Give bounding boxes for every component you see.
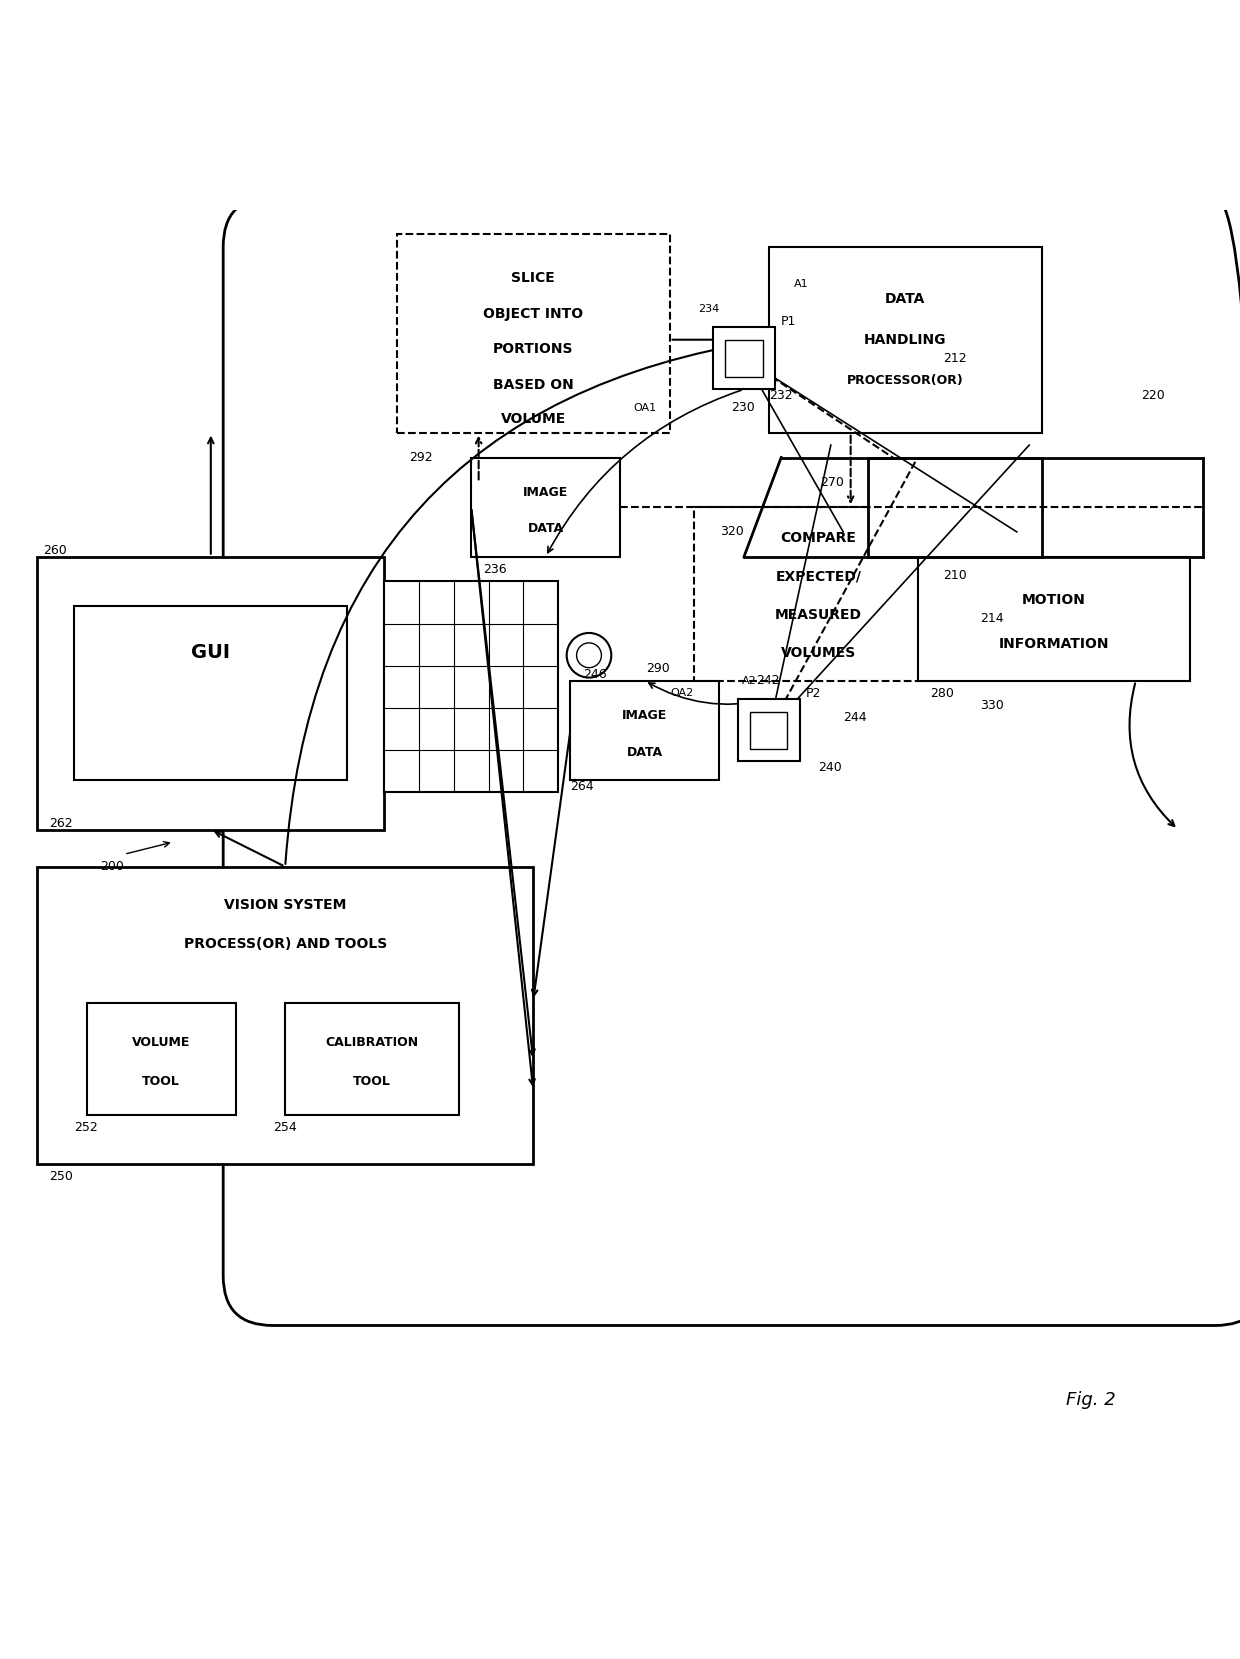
- Text: 240: 240: [818, 761, 842, 775]
- Text: 290: 290: [646, 662, 670, 675]
- Text: 242: 242: [756, 674, 780, 687]
- Text: 292: 292: [409, 451, 433, 465]
- Text: 244: 244: [843, 712, 867, 725]
- Text: 234: 234: [698, 304, 719, 314]
- Text: 260: 260: [43, 544, 67, 557]
- Text: DATA: DATA: [527, 523, 564, 536]
- Text: A2: A2: [742, 675, 756, 685]
- FancyBboxPatch shape: [384, 582, 558, 793]
- Text: PROCESS(OR) AND TOOLS: PROCESS(OR) AND TOOLS: [184, 937, 387, 951]
- FancyBboxPatch shape: [74, 606, 347, 780]
- Text: 214: 214: [980, 612, 1004, 625]
- Text: 330: 330: [980, 698, 1003, 712]
- Text: 200: 200: [99, 861, 124, 873]
- Text: CALIBRATION: CALIBRATION: [325, 1035, 419, 1048]
- Text: EXPECTED/: EXPECTED/: [775, 569, 862, 584]
- Text: DATA: DATA: [626, 745, 663, 758]
- Text: TOOL: TOOL: [143, 1075, 180, 1088]
- Text: GUI: GUI: [191, 642, 231, 662]
- Text: 220: 220: [1141, 388, 1166, 401]
- Text: SLICE: SLICE: [511, 270, 556, 285]
- FancyBboxPatch shape: [37, 866, 533, 1165]
- FancyBboxPatch shape: [285, 1004, 459, 1115]
- FancyBboxPatch shape: [694, 508, 942, 680]
- Text: A1: A1: [794, 279, 808, 289]
- Text: INFORMATION: INFORMATION: [998, 637, 1110, 650]
- Text: VOLUME: VOLUME: [131, 1035, 191, 1048]
- FancyBboxPatch shape: [738, 700, 800, 761]
- Text: 280: 280: [930, 687, 954, 700]
- FancyBboxPatch shape: [713, 327, 775, 390]
- FancyBboxPatch shape: [37, 557, 384, 830]
- Text: 254: 254: [273, 1120, 296, 1133]
- Text: VOLUMES: VOLUMES: [781, 645, 856, 660]
- Text: IMAGE: IMAGE: [622, 708, 667, 722]
- Text: VISION SYSTEM: VISION SYSTEM: [224, 899, 346, 912]
- Text: P1: P1: [781, 315, 796, 327]
- Text: 270: 270: [820, 476, 843, 489]
- Text: OBJECT INTO: OBJECT INTO: [484, 307, 583, 320]
- Text: MOTION: MOTION: [1022, 594, 1086, 607]
- FancyBboxPatch shape: [725, 340, 763, 377]
- Text: VOLUME: VOLUME: [501, 411, 565, 426]
- FancyBboxPatch shape: [918, 557, 1190, 680]
- Circle shape: [577, 644, 601, 667]
- Text: 262: 262: [50, 816, 73, 830]
- Text: 252: 252: [74, 1120, 98, 1133]
- FancyBboxPatch shape: [868, 458, 1042, 557]
- Text: PROCESSOR(OR): PROCESSOR(OR): [847, 375, 963, 387]
- FancyBboxPatch shape: [750, 712, 787, 748]
- Text: 250: 250: [50, 1170, 73, 1183]
- Text: COMPARE: COMPARE: [780, 531, 857, 546]
- Text: 236: 236: [484, 562, 507, 576]
- FancyBboxPatch shape: [570, 680, 719, 780]
- Text: 264: 264: [570, 780, 594, 793]
- FancyBboxPatch shape: [397, 234, 670, 433]
- FancyBboxPatch shape: [471, 458, 620, 557]
- Text: OA2: OA2: [671, 688, 693, 698]
- Text: 320: 320: [720, 526, 744, 539]
- Text: PORTIONS: PORTIONS: [494, 342, 573, 357]
- Text: HANDLING: HANDLING: [864, 333, 946, 347]
- Text: Fig. 2: Fig. 2: [1066, 1390, 1116, 1408]
- Text: TOOL: TOOL: [353, 1075, 391, 1088]
- FancyBboxPatch shape: [87, 1004, 236, 1115]
- Text: 212: 212: [942, 352, 967, 365]
- Text: BASED ON: BASED ON: [492, 378, 574, 392]
- Text: 210: 210: [942, 569, 967, 582]
- Text: MEASURED: MEASURED: [775, 607, 862, 622]
- Text: P2: P2: [806, 687, 821, 700]
- Text: 246: 246: [583, 669, 606, 680]
- Circle shape: [567, 634, 611, 677]
- Text: 230: 230: [732, 401, 755, 415]
- FancyBboxPatch shape: [769, 247, 1042, 433]
- Text: DATA: DATA: [885, 292, 925, 305]
- Text: OA1: OA1: [634, 403, 656, 413]
- Text: IMAGE: IMAGE: [523, 486, 568, 499]
- Text: 232: 232: [769, 388, 792, 401]
